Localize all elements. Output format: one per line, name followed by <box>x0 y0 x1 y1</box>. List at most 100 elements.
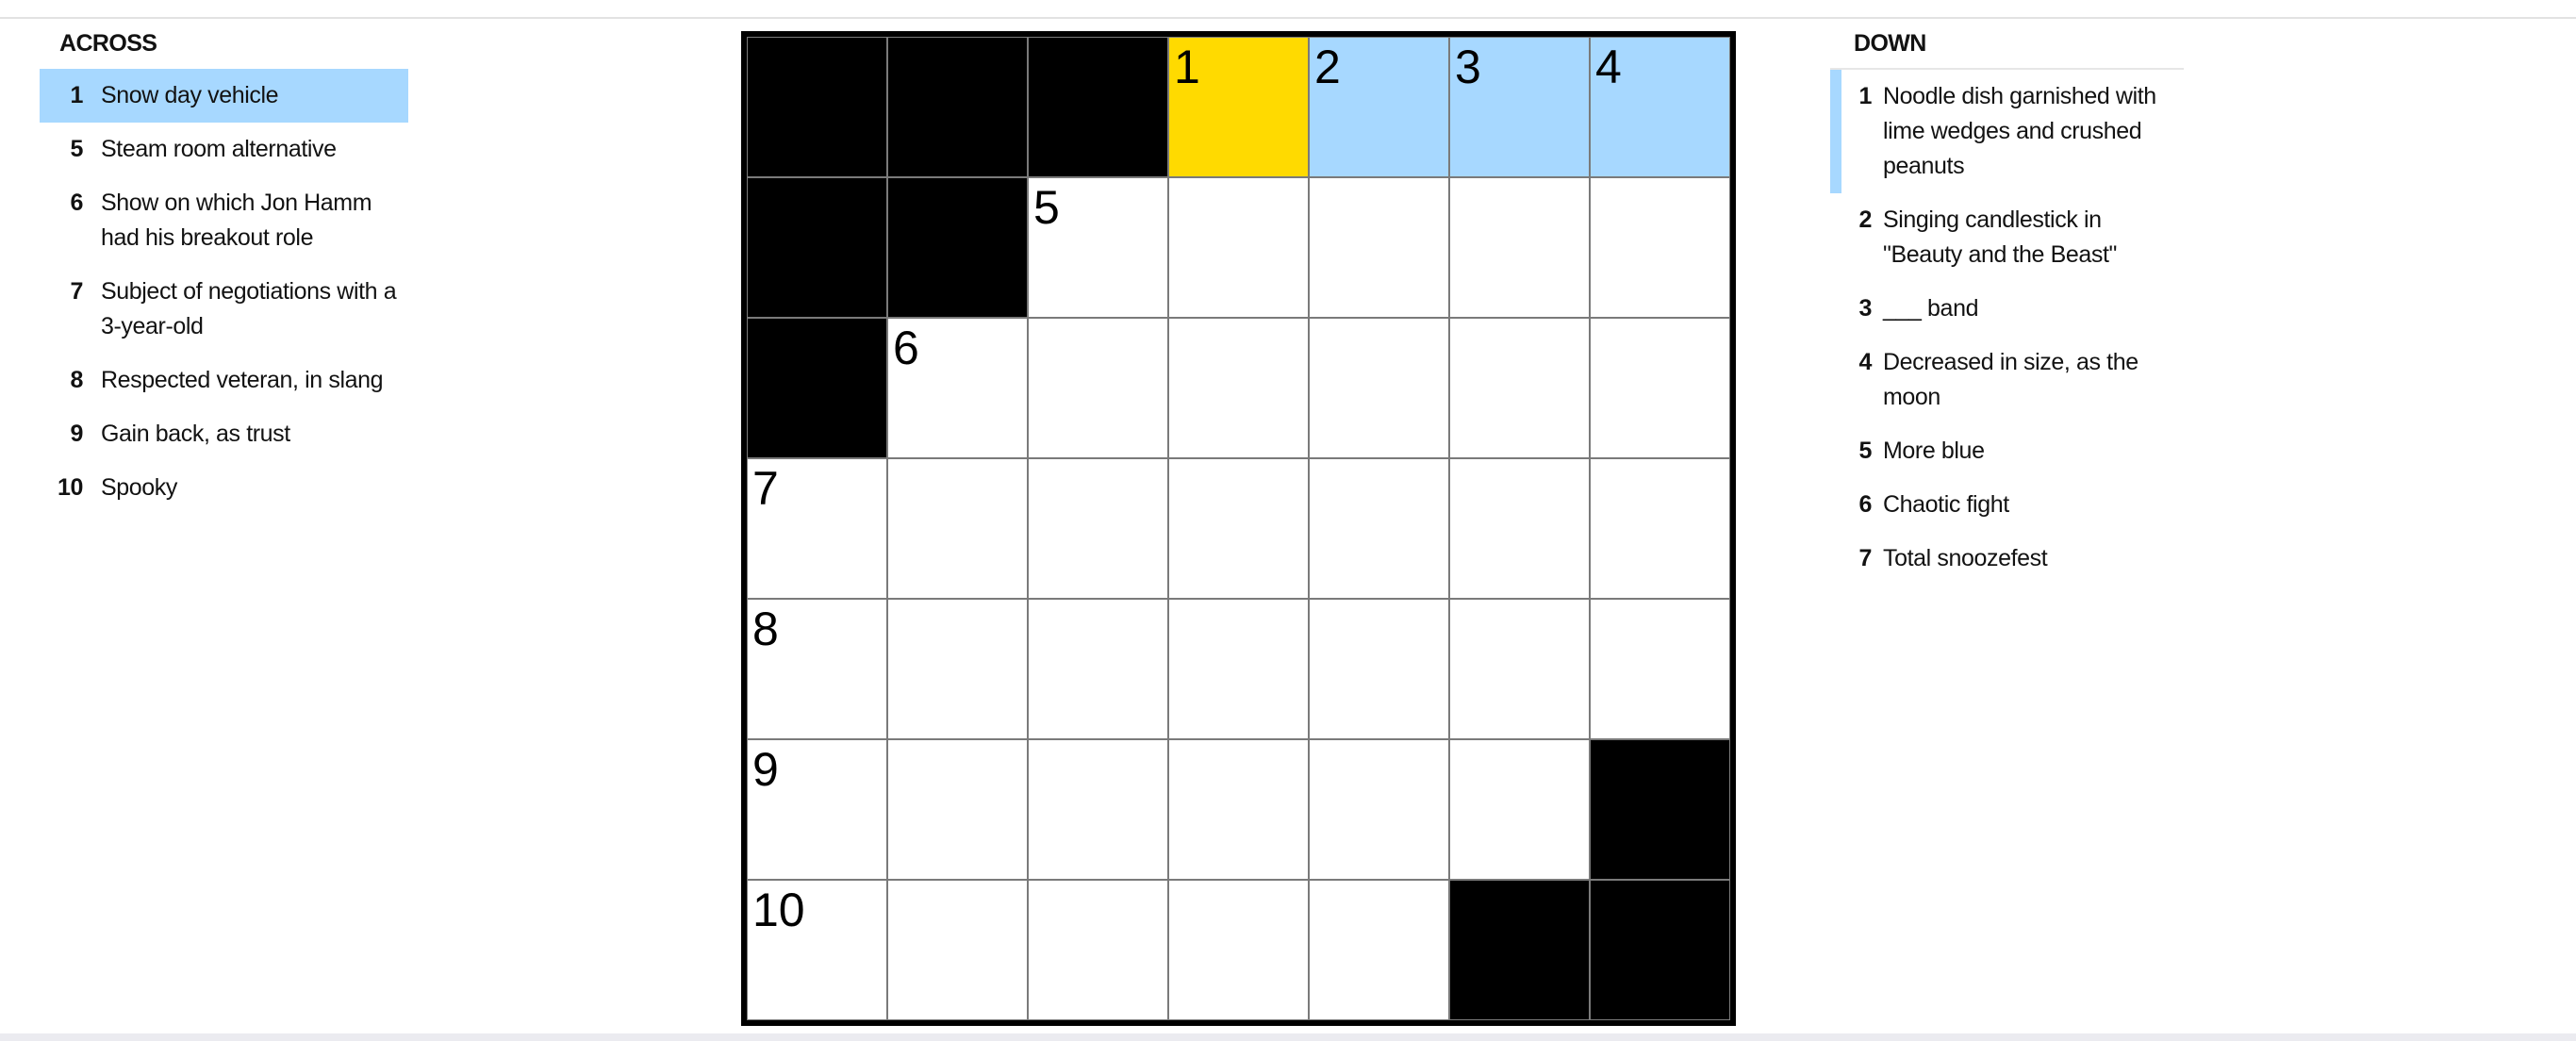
grid-cell[interactable] <box>1028 458 1168 599</box>
grid-cell[interactable] <box>1309 880 1449 1020</box>
down-heading: DOWN <box>1854 30 1926 57</box>
clue-number: 1 <box>70 82 83 108</box>
cell-number: 8 <box>752 603 779 655</box>
cell-number: 7 <box>752 462 779 515</box>
clue-text: Singing candlestick in "Beauty and the B… <box>1883 207 2118 268</box>
grid-cell[interactable] <box>1309 318 1449 458</box>
across-clue-9[interactable]: 9 Gain back, as trust <box>40 407 408 461</box>
grid-cell[interactable] <box>1449 318 1590 458</box>
block-cell <box>1028 37 1168 177</box>
cell-number: 9 <box>752 743 779 796</box>
grid-cell[interactable]: 7 <box>747 458 887 599</box>
grid-cell[interactable] <box>1168 458 1309 599</box>
cell-number: 6 <box>893 322 919 374</box>
grid-cell[interactable] <box>887 880 1028 1020</box>
across-clue-8[interactable]: 8 Respected veteran, in slang <box>40 354 408 407</box>
down-clue-4[interactable]: 4 Decreased in size, as the moon <box>1830 336 2184 424</box>
clue-text: Subject of negotiations with a 3-year-ol… <box>101 278 397 339</box>
bottom-bar <box>0 1033 2576 1041</box>
clue-text: Steam room alternative <box>101 136 337 162</box>
block-cell <box>747 37 887 177</box>
grid-cell[interactable] <box>1449 599 1590 739</box>
cell-number: 5 <box>1033 181 1060 234</box>
clue-number: 10 <box>57 474 83 501</box>
clue-text: More blue <box>1883 438 1985 464</box>
clue-text: Total snoozefest <box>1883 545 2048 571</box>
grid-cell[interactable] <box>1168 318 1309 458</box>
grid-cell[interactable] <box>1168 880 1309 1020</box>
grid-cell[interactable] <box>887 599 1028 739</box>
grid-cell[interactable] <box>887 739 1028 880</box>
across-clue-6[interactable]: 6 Show on which Jon Hamm had his breakout… <box>40 176 408 265</box>
grid-cell[interactable] <box>1309 177 1449 318</box>
grid-cell[interactable] <box>1028 880 1168 1020</box>
grid-cell[interactable]: 6 <box>887 318 1028 458</box>
crossword-grid: 1 2 3 4 5 6 7 8 9 10 <box>741 31 1736 1026</box>
across-clue-10[interactable]: 10 Spooky <box>40 461 408 515</box>
grid-cell[interactable] <box>1028 318 1168 458</box>
grid-cell[interactable] <box>1449 458 1590 599</box>
clue-text: Chaotic fight <box>1883 491 2009 518</box>
clue-number: 7 <box>70 278 83 305</box>
grid-cell[interactable] <box>1590 177 1730 318</box>
clue-number: 8 <box>70 367 83 393</box>
clue-number: 6 <box>1858 491 1872 518</box>
block-cell <box>887 37 1028 177</box>
grid-cell[interactable] <box>1168 599 1309 739</box>
clue-text: Snow day vehicle <box>101 82 279 108</box>
cell-number: 3 <box>1455 41 1481 93</box>
grid-cell[interactable]: 4 <box>1590 37 1730 177</box>
down-clue-6[interactable]: 6 Chaotic fight <box>1830 478 2184 532</box>
grid-cell[interactable] <box>1168 177 1309 318</box>
cell-number: 10 <box>752 884 805 936</box>
clue-text: Gain back, as trust <box>101 421 290 447</box>
block-cell <box>1590 739 1730 880</box>
grid-cell[interactable]: 5 <box>1028 177 1168 318</box>
grid-cell[interactable]: 10 <box>747 880 887 1020</box>
down-clue-5[interactable]: 5 More blue <box>1830 424 2184 478</box>
clue-number: 7 <box>1858 545 1872 571</box>
clue-text: Respected veteran, in slang <box>101 367 384 393</box>
down-clue-2[interactable]: 2 Singing candlestick in "Beauty and the … <box>1830 193 2184 282</box>
across-heading: ACROSS <box>59 30 157 57</box>
grid-cell[interactable] <box>1449 739 1590 880</box>
grid-cell[interactable] <box>887 458 1028 599</box>
grid-cell[interactable] <box>1590 458 1730 599</box>
across-clue-1[interactable]: 1 Snow day vehicle <box>40 69 408 123</box>
down-clue-7[interactable]: 7 Total snoozefest <box>1830 532 2184 586</box>
grid-cell[interactable] <box>1309 739 1449 880</box>
grid-cell[interactable] <box>1028 739 1168 880</box>
block-cell <box>887 177 1028 318</box>
across-clue-7[interactable]: 7 Subject of negotiations with a 3-year-o… <box>40 265 408 354</box>
clue-text: Decreased in size, as the moon <box>1883 349 2138 410</box>
grid-cell[interactable] <box>1028 599 1168 739</box>
grid-cell[interactable]: 8 <box>747 599 887 739</box>
grid-cell[interactable] <box>1590 599 1730 739</box>
clue-number: 6 <box>70 190 83 216</box>
grid-cell[interactable]: 2 <box>1309 37 1449 177</box>
block-cell <box>1590 880 1730 1020</box>
top-divider <box>0 17 2576 19</box>
clue-text: Noodle dish garnished with lime wedges a… <box>1883 83 2156 179</box>
clue-text: Show on which Jon Hamm had his breakout … <box>101 190 372 251</box>
clue-text: Spooky <box>101 474 177 501</box>
clue-text: ___ band <box>1883 295 1979 322</box>
down-clue-list: 1 Noodle dish garnished with lime wedges … <box>1830 68 2184 586</box>
grid-cell[interactable]: 9 <box>747 739 887 880</box>
cell-number: 1 <box>1174 41 1200 93</box>
across-clue-list: 1 Snow day vehicle 5 Steam room alternative… <box>40 69 408 515</box>
clue-number: 2 <box>1858 207 1872 233</box>
grid-cell[interactable] <box>1168 739 1309 880</box>
grid-cell[interactable]: 3 <box>1449 37 1590 177</box>
clue-number: 5 <box>70 136 83 162</box>
down-clue-1[interactable]: 1 Noodle dish garnished with lime wedges … <box>1830 68 2184 193</box>
grid-cell[interactable]: 1 <box>1168 37 1309 177</box>
across-clue-5[interactable]: 5 Steam room alternative <box>40 123 408 176</box>
grid-cell[interactable] <box>1309 458 1449 599</box>
grid-cell[interactable] <box>1449 177 1590 318</box>
clue-number: 4 <box>1858 349 1872 375</box>
grid-cell[interactable] <box>1309 599 1449 739</box>
clue-number: 9 <box>70 421 83 447</box>
grid-cell[interactable] <box>1590 318 1730 458</box>
down-clue-3[interactable]: 3 ___ band <box>1830 282 2184 336</box>
